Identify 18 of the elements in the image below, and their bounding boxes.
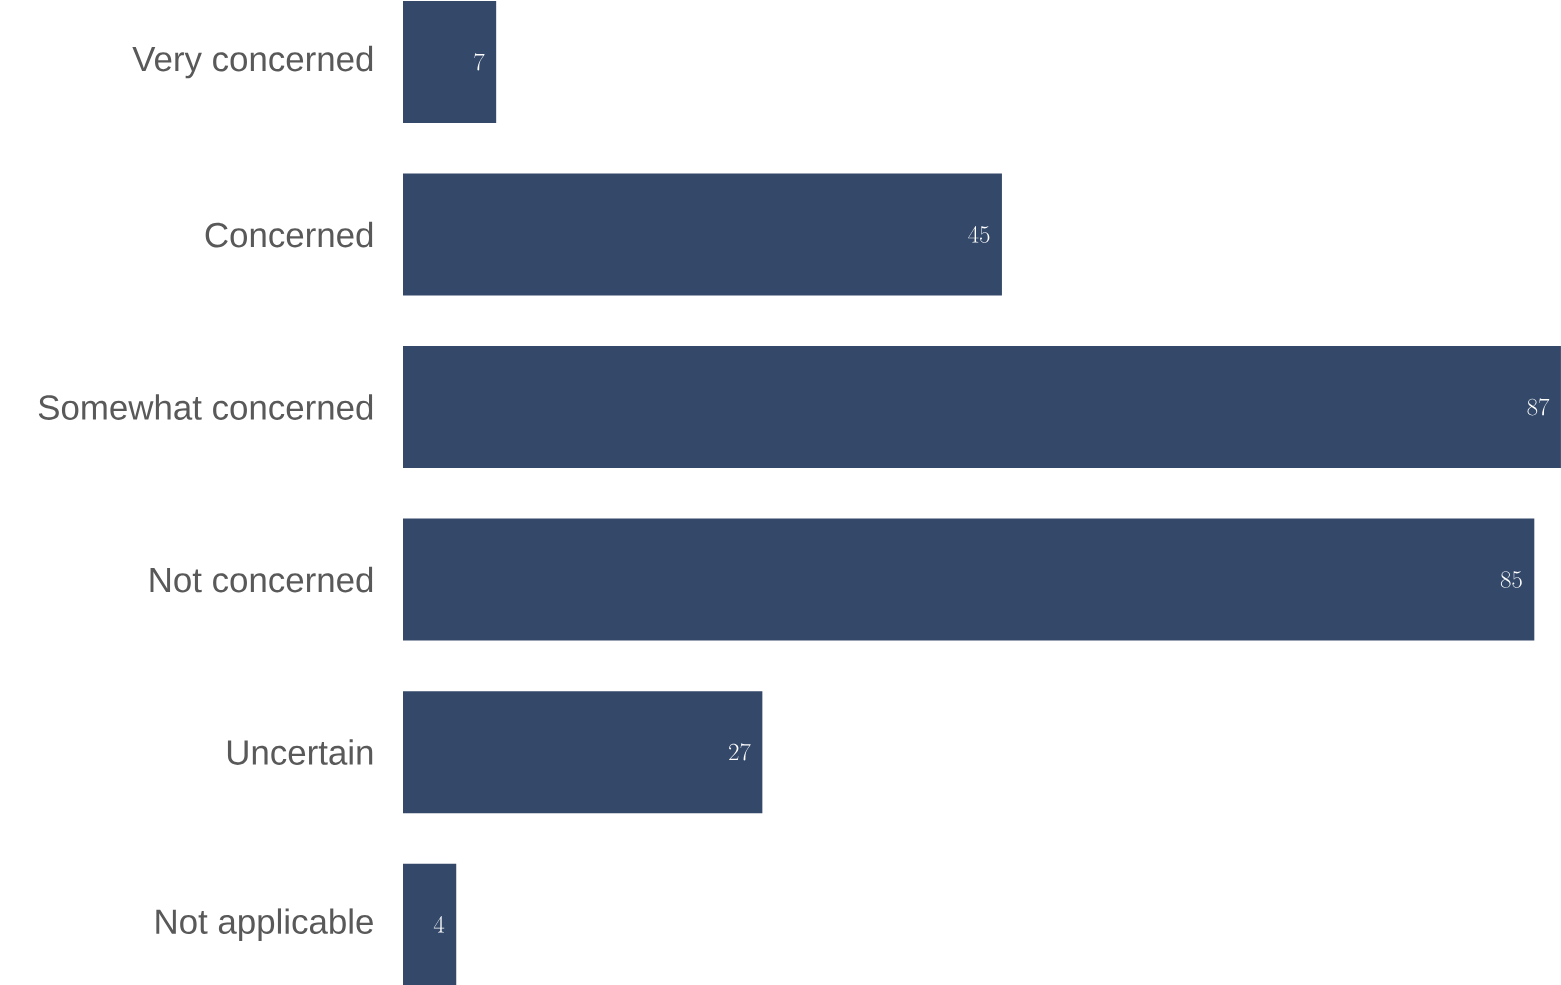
y-tick-label: Somewhat concerned [38, 394, 373, 420]
y-tick-label: Concerned [205, 221, 373, 248]
bar [403, 518, 1535, 641]
data-label: 85 [1500, 571, 1522, 588]
bar [403, 173, 1002, 296]
bar [403, 863, 457, 985]
bar [403, 346, 1561, 469]
y-tick-label: Uncertain [227, 739, 373, 765]
y-tick-label: Not concerned [150, 566, 373, 593]
y-tick-label: Not applicable [156, 908, 373, 941]
data-label: 87 [1527, 398, 1550, 416]
data-label: 45 [968, 226, 990, 243]
bar [403, 691, 763, 814]
data-label: 4 [433, 916, 445, 933]
data-label: 7 [474, 53, 485, 71]
data-label: 27 [729, 743, 751, 761]
bar [403, 1, 497, 124]
y-tick-label: Very concerned [132, 45, 373, 79]
